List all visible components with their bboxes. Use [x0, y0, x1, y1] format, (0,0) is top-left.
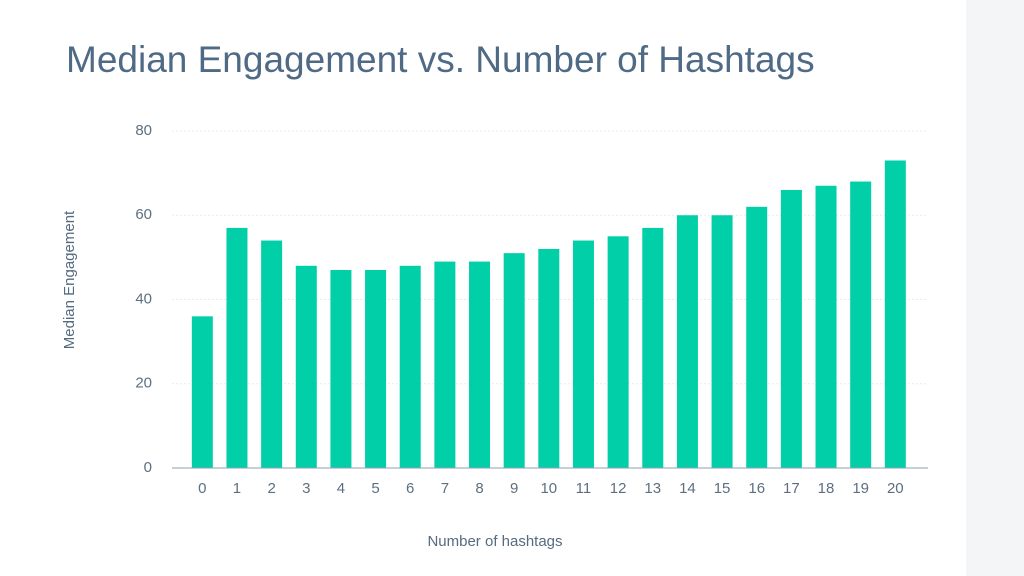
y-tick-label: 80 [135, 122, 152, 139]
bar [642, 227, 664, 468]
x-tick-label: 9 [510, 480, 518, 497]
y-tick-label: 60 [135, 206, 152, 223]
x-tick-label: 14 [679, 480, 696, 497]
x-tick-label: 19 [852, 480, 869, 497]
y-tick-label: 20 [135, 375, 152, 392]
bar [191, 316, 213, 468]
bar [226, 227, 248, 468]
x-tick-label: 17 [783, 480, 800, 497]
bar [850, 181, 872, 469]
x-tick-label: 8 [475, 480, 483, 497]
bar [261, 240, 283, 468]
x-tick-label: 12 [610, 480, 627, 497]
bar [538, 248, 560, 468]
x-tick-label: 4 [337, 480, 345, 497]
bar [365, 270, 387, 468]
x-tick-label: 10 [540, 480, 557, 497]
x-tick-label: 13 [644, 480, 661, 497]
x-tick-label: 0 [198, 480, 206, 497]
x-tick-label: 5 [371, 480, 379, 497]
bar [469, 261, 491, 468]
bar [295, 265, 317, 468]
bar [503, 253, 525, 468]
bar [607, 236, 629, 468]
bar [330, 270, 352, 468]
x-tick-label: 11 [576, 480, 592, 497]
bar [434, 261, 456, 468]
bar [572, 240, 594, 468]
x-tick-label: 2 [267, 480, 275, 497]
x-tick-label: 16 [748, 480, 765, 497]
x-tick-label: 15 [714, 480, 731, 497]
x-tick-label: 1 [233, 480, 241, 497]
x-tick-label: 3 [302, 480, 310, 497]
y-tick-label: 0 [144, 459, 152, 476]
x-tick-label: 20 [887, 480, 904, 497]
y-axis-label: Median Engagement [61, 210, 78, 349]
x-axis-label: Number of hashtags [427, 533, 562, 550]
bar [746, 206, 768, 468]
x-tick-label: 6 [406, 480, 414, 497]
x-tick-label: 7 [441, 480, 449, 497]
side-strip [966, 0, 1024, 576]
bar [780, 189, 802, 468]
y-tick-label: 40 [135, 290, 152, 307]
bar [399, 265, 421, 468]
bar [815, 185, 837, 468]
bar [676, 215, 698, 468]
bar [711, 215, 733, 468]
chart-title: Median Engagement vs. Number of Hashtags [66, 39, 815, 80]
bar [884, 160, 906, 469]
x-tick-label: 18 [818, 480, 835, 497]
